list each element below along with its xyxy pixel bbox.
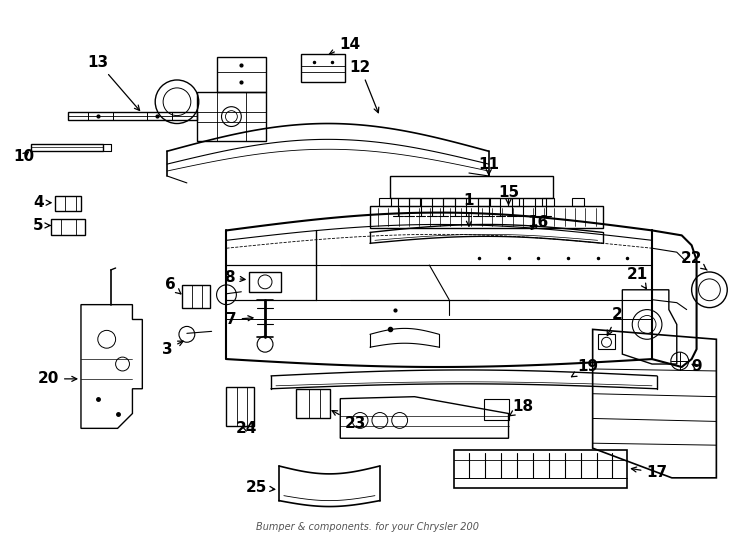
Bar [507, 198, 520, 206]
Text: 21: 21 [627, 267, 648, 289]
Bar [572, 198, 584, 206]
Text: 13: 13 [87, 55, 139, 111]
Bar [409, 198, 421, 206]
Text: 3: 3 [161, 341, 184, 357]
Text: 16: 16 [528, 215, 549, 230]
Bar [182, 285, 210, 308]
Text: 15: 15 [498, 185, 519, 204]
Bar [250, 272, 281, 292]
Text: 7: 7 [226, 312, 253, 327]
Text: 6: 6 [164, 278, 181, 294]
Bar [484, 399, 509, 421]
Text: 4: 4 [33, 195, 51, 210]
Bar [597, 334, 615, 349]
Text: 25: 25 [245, 480, 275, 495]
Text: 5: 5 [33, 218, 50, 233]
Bar [443, 198, 455, 206]
Text: 19: 19 [571, 360, 598, 377]
Text: 2: 2 [607, 307, 622, 335]
Text: 12: 12 [349, 59, 379, 113]
Text: 22: 22 [681, 251, 707, 270]
Text: 11: 11 [479, 157, 499, 175]
Bar [454, 450, 628, 488]
Bar [51, 219, 85, 235]
Text: 14: 14 [330, 37, 360, 55]
Bar [478, 198, 490, 206]
Bar [227, 387, 254, 427]
Text: 10: 10 [13, 148, 34, 164]
Bar [296, 389, 330, 419]
Bar [390, 176, 553, 198]
Text: Bumper & components. for your Chrysler 200: Bumper & components. for your Chrysler 2… [255, 522, 479, 532]
Bar [542, 198, 554, 206]
Text: 24: 24 [236, 421, 257, 436]
Bar [379, 198, 390, 206]
Text: 17: 17 [631, 465, 667, 481]
Text: 9: 9 [691, 360, 702, 375]
Text: 1: 1 [464, 193, 474, 226]
Bar [370, 206, 603, 228]
Text: 23: 23 [332, 410, 366, 431]
Text: 8: 8 [224, 271, 245, 286]
Bar [301, 54, 345, 82]
Text: 20: 20 [37, 372, 77, 386]
Text: 18: 18 [509, 399, 534, 416]
Bar [55, 196, 81, 211]
